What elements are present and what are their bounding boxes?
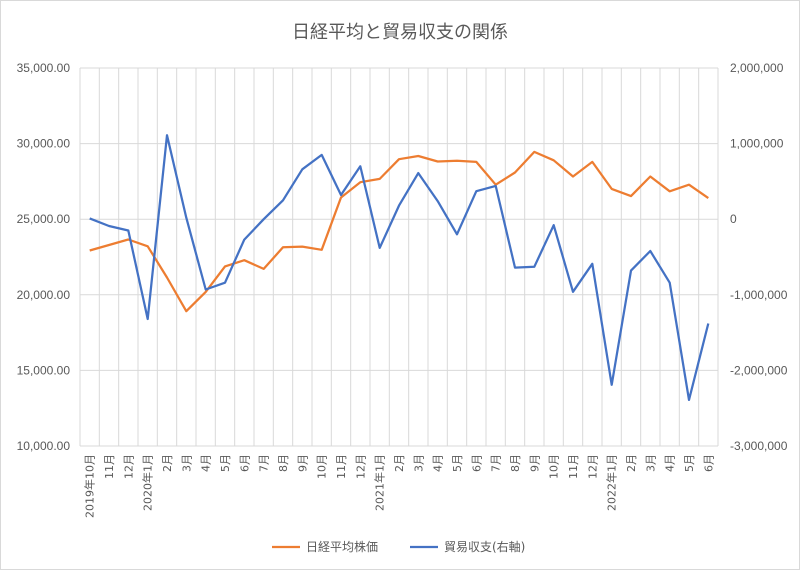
x-tick-label: 6月 xyxy=(702,454,715,472)
x-tick-label: 4月 xyxy=(200,454,213,472)
legend: 日経平均株価 貿易収支(右軸) xyxy=(272,539,525,554)
left-tick-label: 30,000.00 xyxy=(17,137,71,151)
x-tick-label: 6月 xyxy=(470,454,483,472)
x-tick-label: 2月 xyxy=(625,454,638,472)
x-tick-label: 5月 xyxy=(683,454,696,472)
x-tick-label: 2022年1月 xyxy=(605,454,619,511)
x-tick-label: 4月 xyxy=(664,454,677,472)
x-tick-label: 2月 xyxy=(161,454,174,472)
x-tick-label: 2月 xyxy=(393,454,406,472)
x-tick-label: 10月 xyxy=(548,454,561,479)
right-tick-label: -1,000,000 xyxy=(730,288,788,302)
left-tick-label: 10,000.00 xyxy=(17,439,71,453)
gridlines xyxy=(79,67,719,447)
right-tick-label: 0 xyxy=(730,212,737,226)
x-tick-label: 3月 xyxy=(644,454,657,472)
x-tick-label: 7月 xyxy=(490,454,503,472)
left-axis-ticks: 10,000.00 15,000.00 20,000.00 25,000.00 30,0… xyxy=(17,61,71,453)
x-tick-label: 10月 xyxy=(316,454,329,479)
x-tick-label: 12月 xyxy=(586,454,599,479)
right-axis-ticks: -3,000,000 -2,000,000 -1,000,000 0 1,000,000… xyxy=(730,61,788,453)
x-tick-label: 7月 xyxy=(258,454,271,472)
legend-label: 日経平均株価 xyxy=(306,539,378,554)
right-tick-label: 2,000,000 xyxy=(730,61,784,75)
x-tick-label: 11月 xyxy=(567,454,580,479)
x-axis-ticks: 2019年10月 11月 12月 2020年1月 2月 3月 4月 5月 6月 7月 8月 9月 10月… xyxy=(83,454,716,518)
x-tick-label: 2020年1月 xyxy=(141,454,155,511)
x-tick-label: 6月 xyxy=(238,454,251,472)
legend-label: 貿易収支(右軸) xyxy=(444,539,525,554)
right-tick-label: -2,000,000 xyxy=(730,363,788,377)
left-tick-label: 35,000.00 xyxy=(17,61,71,75)
x-tick-label: 8月 xyxy=(509,454,522,472)
x-tick-label: 5月 xyxy=(219,454,232,472)
x-tick-label: 12月 xyxy=(354,454,367,479)
x-tick-label: 9月 xyxy=(296,454,309,472)
left-tick-label: 15,000.00 xyxy=(17,363,71,377)
right-tick-label: -3,000,000 xyxy=(730,439,788,453)
x-tick-label: 5月 xyxy=(451,454,464,472)
x-tick-label: 3月 xyxy=(180,454,193,472)
x-tick-label: 8月 xyxy=(277,454,290,472)
x-tick-label: 3月 xyxy=(412,454,425,472)
series-line-nikkei xyxy=(89,150,709,313)
x-tick-label: 11月 xyxy=(335,454,348,479)
x-tick-label: 4月 xyxy=(432,454,445,472)
x-tick-label: 12月 xyxy=(122,454,135,479)
series-lines xyxy=(89,134,710,402)
left-tick-label: 25,000.00 xyxy=(17,212,71,226)
series-line-trade-balance xyxy=(89,134,710,402)
x-tick-label: 9月 xyxy=(528,454,541,472)
left-tick-label: 20,000.00 xyxy=(17,288,71,302)
right-tick-label: 1,000,000 xyxy=(730,137,784,151)
x-tick-label: 2019年10月 xyxy=(83,454,97,518)
x-tick-label: 11月 xyxy=(103,454,116,479)
x-tick-label: 2021年1月 xyxy=(373,454,387,511)
chart-title: 日経平均と貿易収支の関係 xyxy=(292,22,508,43)
